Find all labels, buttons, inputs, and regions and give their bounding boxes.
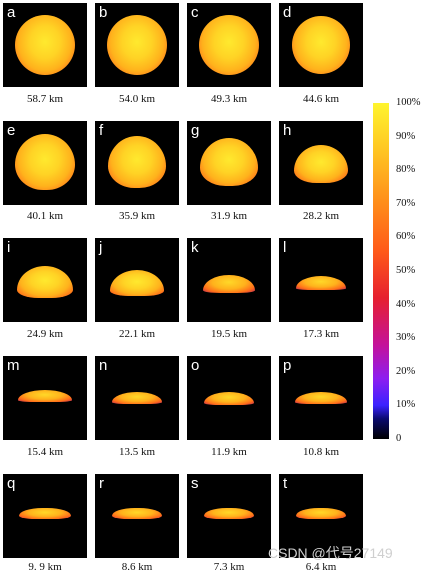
panel-m: m [3, 356, 87, 440]
intensity-blob [112, 392, 162, 404]
intensity-blob [292, 16, 350, 74]
panel-letter: l [283, 239, 287, 256]
intensity-blob [200, 138, 258, 186]
colorbar-tick-label: 50% [396, 265, 416, 276]
intensity-blob [295, 392, 347, 404]
panel-caption: 58.7 km [26, 93, 64, 105]
panel-letter: g [191, 122, 200, 139]
panel-caption: 22.1 km [118, 328, 156, 340]
panel-h: h [279, 121, 363, 205]
intensity-blob [108, 136, 166, 188]
colorbar-tick-label: 30% [396, 332, 416, 344]
panel-letter: j [99, 239, 103, 256]
panel-letter: t [283, 475, 288, 492]
intensity-blob [19, 508, 71, 519]
panel-caption: 11.9 km [211, 446, 247, 458]
intensity-blob [294, 145, 348, 183]
panel-letter: k [191, 239, 199, 256]
colorbar-tick-label: 70% [396, 197, 416, 209]
panel-e: e [3, 121, 87, 205]
intensity-blob [110, 270, 164, 296]
panel-o: o [187, 356, 271, 440]
panel-caption: 49.3 km [210, 93, 248, 105]
panel-r: r [95, 474, 179, 558]
panel-caption: 54.0 km [118, 93, 156, 105]
panel-letter: d [283, 4, 292, 21]
panel-f: f [95, 121, 179, 205]
panel-letter: b [99, 4, 108, 21]
panel-caption: 28.2 km [302, 210, 340, 222]
panel-letter: o [191, 357, 200, 374]
intensity-blob [204, 392, 254, 405]
panel-i: i [3, 238, 87, 322]
panel-caption: 44.6 km [302, 93, 340, 105]
panel-letter: s [191, 475, 199, 492]
panel-caption: 13.5 km [118, 446, 156, 458]
panel-caption: 40.1 km [26, 210, 64, 222]
colorbar-tick-label: 60% [396, 231, 416, 243]
panel-j: j [95, 238, 179, 322]
intensity-blob [203, 275, 255, 293]
intensity-blob [296, 508, 346, 519]
panel-s: s [187, 474, 271, 558]
panel-letter: a [7, 4, 16, 21]
panel-letter: c [191, 4, 199, 21]
panel-b: b [95, 3, 179, 87]
panel-letter: e [7, 122, 16, 139]
watermark: CSDN @代号27149 [268, 545, 393, 561]
panel-caption: 9. 9 km [28, 561, 62, 573]
intensity-blob [107, 15, 167, 75]
panel-caption: 17.3 km [302, 328, 340, 340]
colorbar [373, 103, 389, 439]
panel-k: k [187, 238, 271, 322]
panel-caption: 10.8 km [302, 446, 340, 458]
panel-letter: p [283, 357, 292, 374]
intensity-blob [18, 390, 72, 402]
panel-n: n [95, 356, 179, 440]
panel-caption: 24.9 km [26, 328, 64, 340]
panel-t: t [279, 474, 363, 558]
intensity-blob [199, 15, 259, 75]
panel-letter: f [99, 122, 104, 139]
panel-d: d [279, 3, 363, 87]
panel-c: c [187, 3, 271, 87]
colorbar-tick-label: 10% [396, 399, 416, 411]
intensity-blob [296, 276, 346, 290]
panel-caption: 15.4 km [26, 446, 64, 458]
panel-caption: 35.9 km [118, 210, 156, 222]
panel-letter: q [7, 475, 16, 492]
panel-q: q [3, 474, 87, 558]
panel-letter: n [99, 357, 108, 374]
intensity-blob [112, 508, 162, 519]
colorbar-tick-label: 90% [396, 130, 416, 142]
panel-caption: 7.3 km [213, 561, 245, 573]
panel-a: a [3, 3, 87, 87]
colorbar-tick-label: 40% [396, 298, 416, 310]
panel-l: l [279, 238, 363, 322]
intensity-blob [204, 508, 254, 519]
intensity-blob [15, 15, 75, 75]
panel-letter: m [7, 357, 20, 374]
panel-g: g [187, 121, 271, 205]
colorbar-tick-label: 80% [396, 164, 416, 176]
panel-caption: 31.9 km [210, 210, 248, 222]
panel-caption: 6.4 km [305, 561, 337, 573]
panel-letter: r [99, 475, 104, 492]
intensity-blob [17, 266, 73, 298]
panel-caption: 8.6 km [121, 561, 153, 573]
colorbar-tick-label: 20% [396, 365, 416, 377]
panel-p: p [279, 356, 363, 440]
panel-letter: i [7, 239, 11, 256]
panel-letter: h [283, 122, 292, 139]
colorbar-tick-label: 0 [396, 433, 402, 444]
colorbar-tick-label: 100% [396, 97, 421, 108]
panel-caption: 19.5 km [210, 328, 248, 340]
intensity-blob [15, 134, 75, 190]
